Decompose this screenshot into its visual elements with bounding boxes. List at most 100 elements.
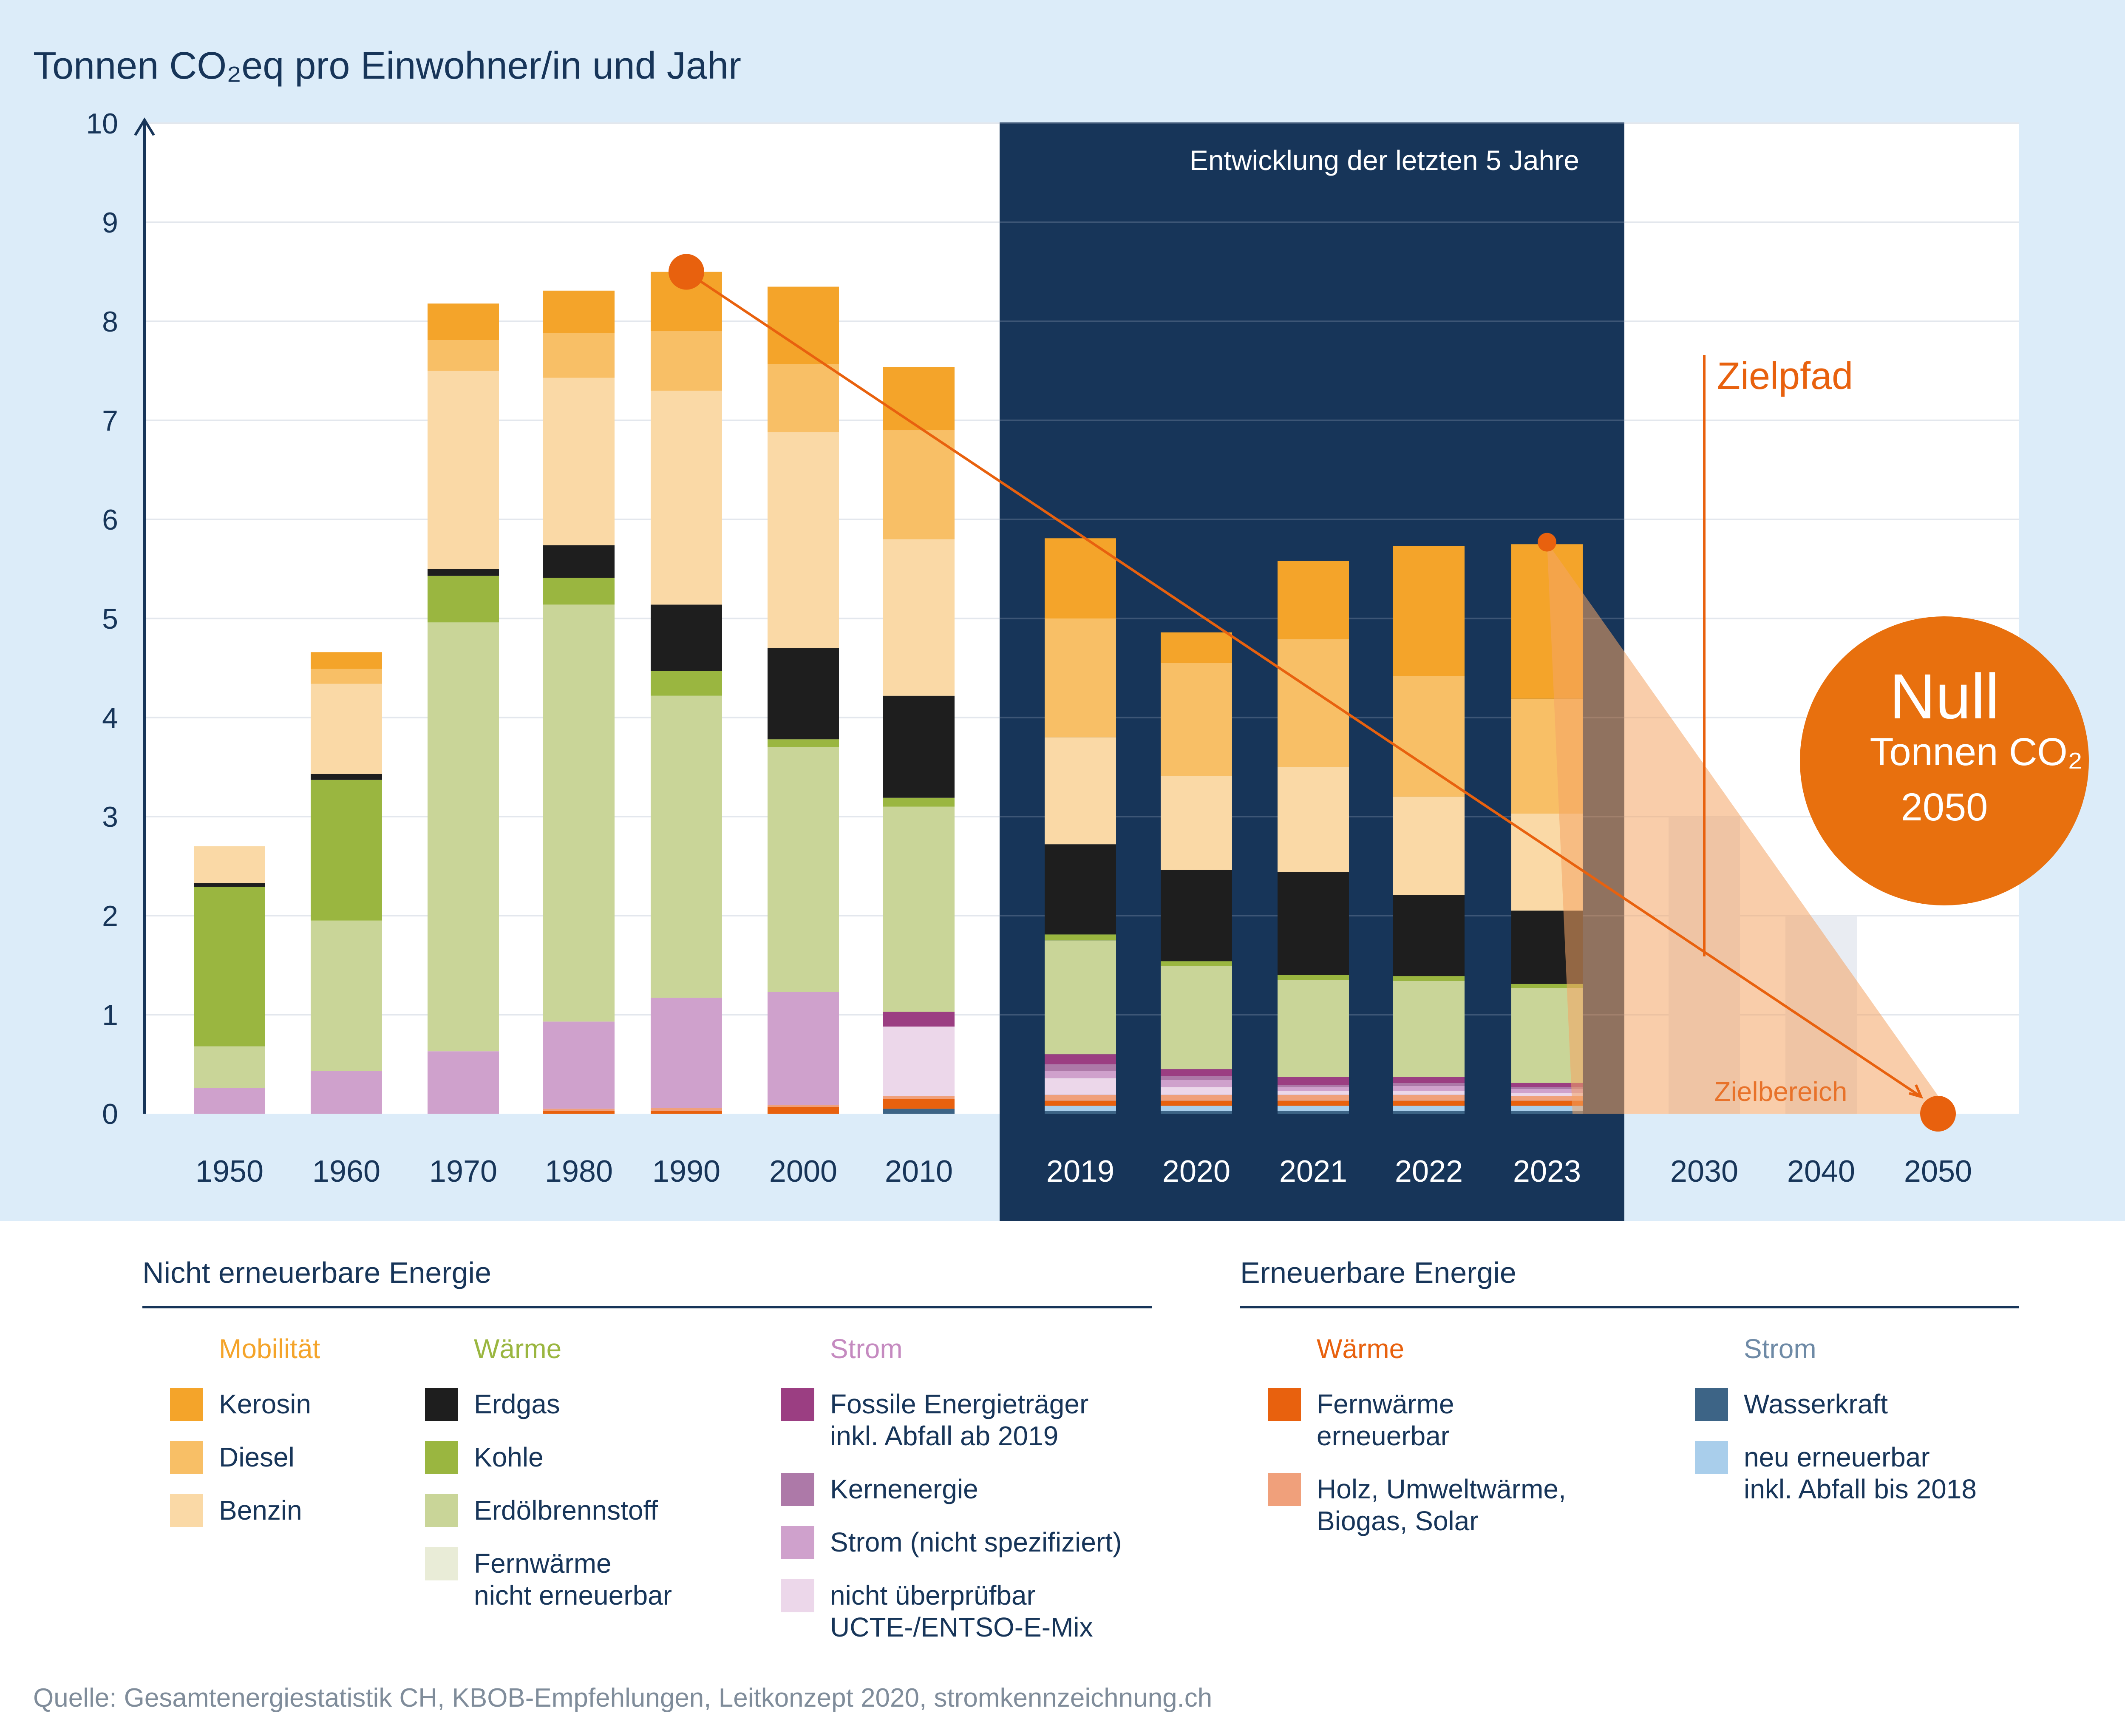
- target-range-area: [1547, 542, 1951, 1114]
- x-tick-label: 1980: [545, 1154, 613, 1189]
- legend-group-strom-ern: Strom: [1744, 1333, 1816, 1364]
- bar-1950-erdgas: [194, 883, 265, 887]
- bar-2010-erdoel: [883, 806, 955, 1012]
- bar-2022-benzin: [1393, 797, 1465, 895]
- bar-1970-strom: [428, 1051, 499, 1114]
- bar-2010-benzin: [883, 539, 955, 696]
- bar-2023-holz: [1511, 1096, 1583, 1101]
- legend-title-renewable: Erneuerbare Energie: [1240, 1256, 1516, 1289]
- legend-swatch-waerme-2: [425, 1494, 458, 1527]
- bar-2000-strom: [768, 992, 839, 1105]
- bar-2019-fossil: [1045, 1054, 1116, 1064]
- bar-1990-benzin: [651, 391, 722, 605]
- bar-2023-kohle: [1511, 984, 1583, 988]
- y-tick-label: 2: [102, 900, 118, 932]
- bar-2020-erdgas: [1161, 870, 1232, 962]
- bar-1960-benzin: [311, 684, 382, 774]
- bar-2020-kerosin: [1161, 632, 1232, 663]
- legend-label-waerme-2: Erdölbrennstoff: [474, 1495, 658, 1526]
- legend-label-strom-0: Fossile Energieträger: [830, 1389, 1088, 1419]
- source-note: Quelle: Gesamtenergiestatistik CH, KBOB-…: [33, 1683, 1212, 1713]
- x-tick-label: 2022: [1395, 1154, 1463, 1189]
- legend-swatch-mobilitaet-1: [170, 1441, 203, 1474]
- bar-2021-fossil: [1278, 1077, 1349, 1085]
- bar-2023-kern: [1511, 1087, 1583, 1089]
- bar-2022-holz: [1393, 1095, 1465, 1101]
- legend-label-waerme-3: Fernwärme: [474, 1548, 612, 1579]
- bar-2019-erdoel: [1045, 940, 1116, 1055]
- bar-2020-holz: [1161, 1095, 1232, 1101]
- legend-swatch-strom-ern-1: [1695, 1441, 1728, 1474]
- bar-2022-wasserkraft: [1393, 1111, 1465, 1114]
- legend-group-strom: Strom: [830, 1333, 903, 1364]
- y-tick-label: 9: [102, 207, 118, 239]
- bar-2020-erdoel: [1161, 966, 1232, 1069]
- bar-2010-kohle: [883, 797, 955, 807]
- bar-2020-strom: [1161, 1080, 1232, 1087]
- legend-label-strom-3: nicht überprüfbar: [830, 1580, 1036, 1611]
- bar-1980-diesel: [543, 333, 615, 378]
- bar-2021-kohle: [1278, 975, 1349, 980]
- legend-label-strom-ern-1: inkl. Abfall bis 2018: [1744, 1474, 1977, 1504]
- bar-1980-benzin: [543, 377, 615, 545]
- legend-swatch-strom-3: [781, 1579, 814, 1612]
- y-tick-label: 4: [102, 702, 118, 734]
- legend-label-waerme-3: nicht erneuerbar: [474, 1580, 672, 1611]
- bar-2022-fossil: [1393, 1077, 1465, 1083]
- bar-2022-kern: [1393, 1083, 1465, 1086]
- bar-2019-kohle: [1045, 934, 1116, 941]
- bar-2000-diesel: [768, 364, 839, 432]
- bar-1980-erdgas: [543, 545, 615, 578]
- legend-swatch-strom-ern-0: [1695, 1388, 1728, 1421]
- bar-2021-wasserkraft: [1278, 1111, 1349, 1114]
- bar-2022-ucte: [1393, 1091, 1465, 1095]
- bar-1990-holz: [651, 1108, 722, 1111]
- bar-2020-fw_ern: [1161, 1101, 1232, 1106]
- bar-2020-kohle: [1161, 961, 1232, 966]
- y-axis-arrow: [134, 117, 155, 136]
- bar-1960-kerosin: [311, 652, 382, 669]
- bar-2019-benzin: [1045, 737, 1116, 845]
- legend-label-waerme-ern-0: erneuerbar: [1317, 1421, 1450, 1451]
- legend-swatch-mobilitaet-0: [170, 1388, 203, 1421]
- bar-1980-kerosin: [543, 290, 615, 333]
- bar-1980-kohle: [543, 578, 615, 605]
- bar-2023-fossil: [1511, 1083, 1583, 1087]
- x-tick-label: 2030: [1670, 1154, 1738, 1189]
- bar-2019-fw_ern: [1045, 1101, 1116, 1106]
- bar-2022-neu: [1393, 1106, 1465, 1111]
- x-tick-label: 2050: [1904, 1154, 1972, 1189]
- bar-2010-fossil: [883, 1012, 955, 1027]
- bar-2022-kohle: [1393, 976, 1465, 981]
- highlight-label: Entwicklung der letzten 5 Jahre: [1190, 145, 1579, 176]
- bar-2019-kern: [1045, 1064, 1116, 1071]
- x-tick-label: 1970: [429, 1154, 497, 1189]
- bar-1950-erdoel: [194, 1046, 265, 1088]
- bar-2020-benzin: [1161, 776, 1232, 870]
- bar-1970-erdgas: [428, 569, 499, 576]
- x-tick-label: 1990: [652, 1154, 720, 1189]
- bar-2010-erdgas: [883, 695, 955, 798]
- bar-1990-kohle: [651, 671, 722, 696]
- bar-1970-kerosin: [428, 304, 499, 340]
- bar-2020-kern: [1161, 1076, 1232, 1080]
- x-tick-label: 1950: [196, 1154, 264, 1189]
- legend-swatch-waerme-ern-1: [1268, 1473, 1301, 1506]
- bar-2000-erdoel: [768, 747, 839, 992]
- bar-2010-kerosin: [883, 367, 955, 431]
- bar-2020-wasserkraft: [1161, 1111, 1232, 1114]
- y-tick-label: 3: [102, 801, 118, 833]
- bar-1980-strom: [543, 1021, 615, 1109]
- x-tick-label: 1960: [312, 1154, 380, 1189]
- x-tick-label: 2010: [885, 1154, 953, 1189]
- legend-swatch-strom-2: [781, 1526, 814, 1559]
- bar-2010-holz: [883, 1096, 955, 1099]
- legend-label-waerme-1: Kohle: [474, 1442, 544, 1472]
- bar-2010-ucte: [883, 1026, 955, 1096]
- bar-1960-erdgas: [311, 774, 382, 780]
- bar-1990-erdgas: [651, 604, 722, 671]
- bar-1950-benzin: [194, 846, 265, 883]
- bar-1990-erdoel: [651, 695, 722, 998]
- legend-label-waerme-ern-0: Fernwärme: [1317, 1389, 1454, 1419]
